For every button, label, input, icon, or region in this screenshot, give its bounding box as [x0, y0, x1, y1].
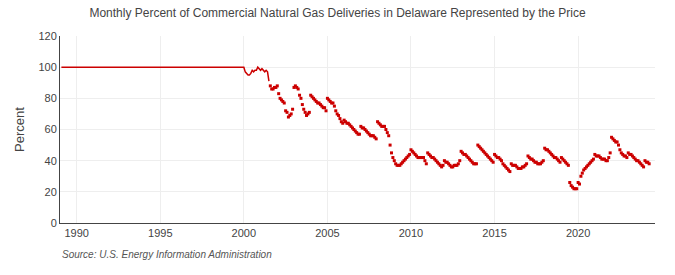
svg-text:2005: 2005 [315, 227, 339, 239]
svg-text:0: 0 [51, 217, 57, 229]
svg-text:120: 120 [38, 30, 56, 42]
svg-text:2000: 2000 [232, 227, 256, 239]
svg-text:20: 20 [45, 186, 57, 198]
svg-text:1995: 1995 [148, 227, 172, 239]
svg-text:80: 80 [45, 92, 57, 104]
svg-text:Percent: Percent [12, 107, 27, 152]
svg-text:1990: 1990 [64, 227, 88, 239]
svg-text:100: 100 [38, 61, 56, 73]
svg-text:2010: 2010 [399, 227, 423, 239]
svg-text:Monthly Percent of Commercial: Monthly Percent of Commercial Natural Ga… [89, 6, 586, 20]
svg-text:60: 60 [45, 123, 57, 135]
svg-text:40: 40 [45, 155, 57, 167]
svg-text:Source: U.S. Energy Informatio: Source: U.S. Energy Information Administ… [62, 249, 272, 260]
svg-text:2015: 2015 [482, 227, 506, 239]
svg-text:2020: 2020 [566, 227, 590, 239]
